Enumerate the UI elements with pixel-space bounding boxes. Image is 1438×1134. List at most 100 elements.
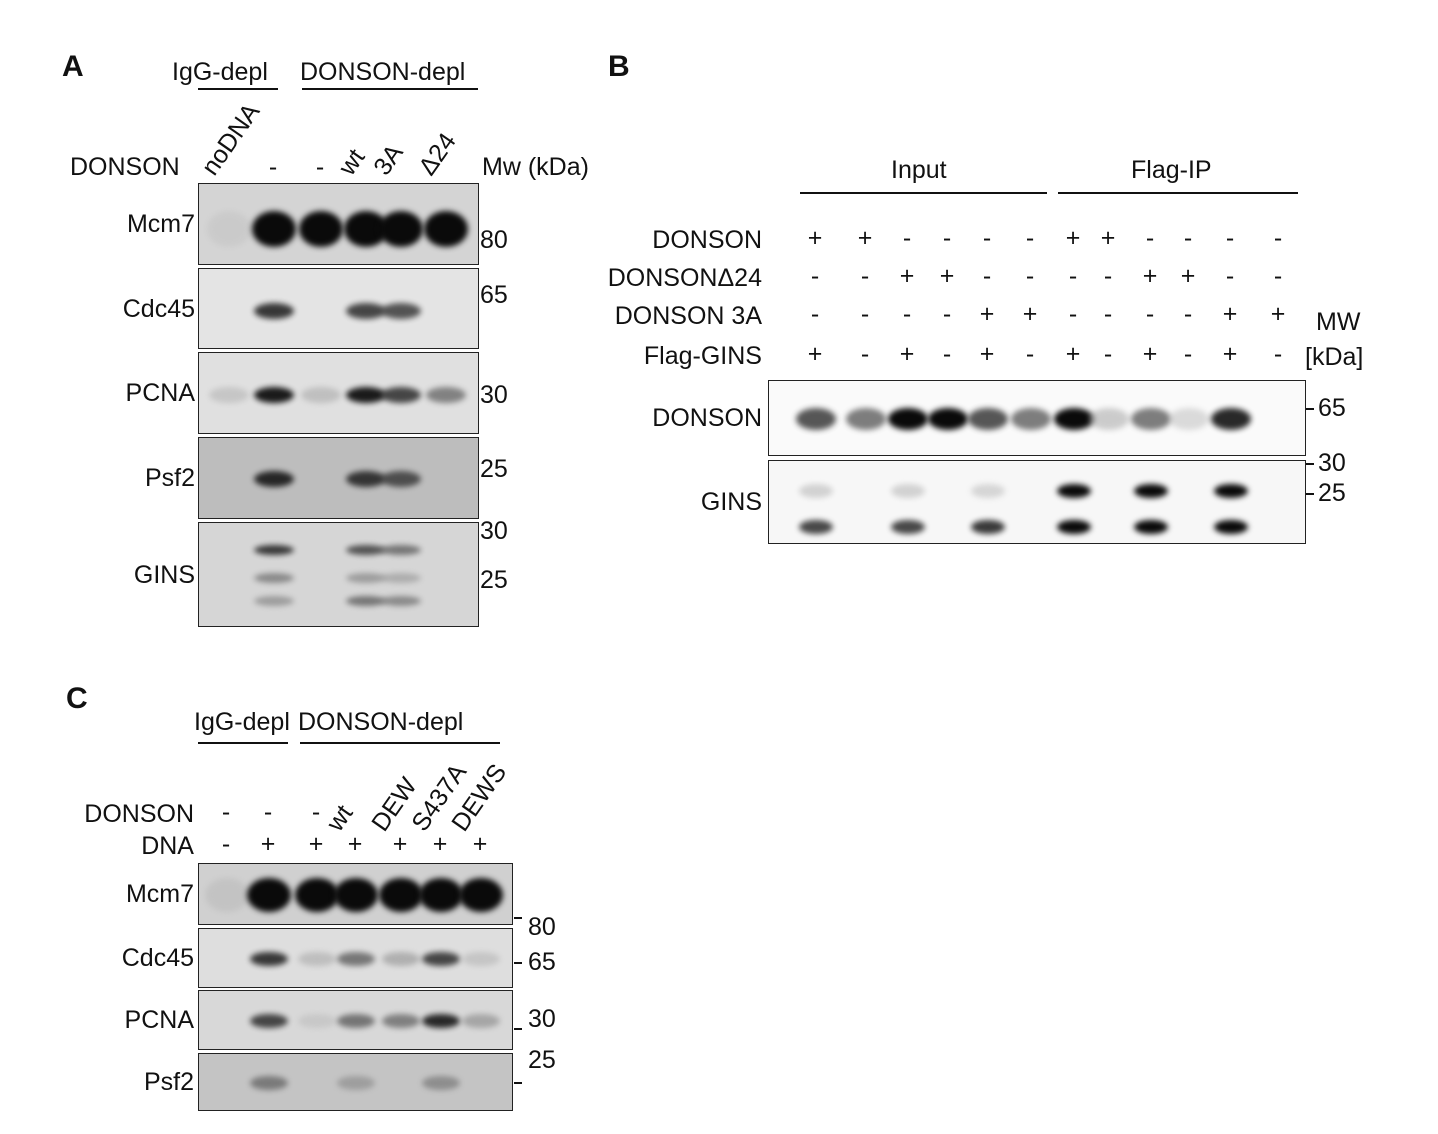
protein-band	[381, 545, 421, 555]
protein-band	[422, 1076, 460, 1090]
lane-value: -	[942, 224, 952, 252]
protein-band	[1134, 520, 1168, 534]
blot-gins	[198, 522, 479, 627]
lane-value: -	[1068, 300, 1078, 328]
protein-band	[1214, 520, 1248, 534]
protein-band	[346, 471, 386, 487]
protein-band	[799, 484, 833, 498]
group-label: DONSON-depl	[298, 708, 464, 736]
lane-value: +	[392, 830, 408, 858]
lane-value: -	[1183, 340, 1193, 368]
blot-label: DONSON	[652, 404, 762, 432]
protein-band	[796, 408, 836, 430]
lane-value: +	[979, 300, 995, 328]
lane-value: -	[902, 300, 912, 328]
lane-value: -	[263, 798, 273, 826]
lane-value: +	[1100, 224, 1116, 252]
panel-c-label: C	[66, 682, 88, 715]
protein-band	[462, 1014, 500, 1028]
protein-band	[334, 878, 378, 912]
lane-value: -	[1025, 262, 1035, 290]
lane-value: +	[807, 340, 823, 368]
protein-band	[299, 211, 343, 247]
protein-band	[250, 1076, 288, 1090]
lane-value: -	[1025, 340, 1035, 368]
mw-marker: 25	[1318, 479, 1346, 507]
protein-band	[252, 211, 296, 247]
group-label: Flag-IP	[1131, 156, 1212, 184]
lane-value: -	[1103, 300, 1113, 328]
protein-band	[419, 878, 463, 912]
lane-label: wt	[333, 143, 371, 181]
lane-label: -	[268, 153, 278, 181]
protein-band	[1057, 520, 1091, 534]
lane-value: +	[857, 224, 873, 252]
mw-marker: 65	[480, 281, 508, 309]
lane-label: 3A	[368, 139, 409, 181]
lane-value: +	[1142, 262, 1158, 290]
protein-band	[254, 596, 294, 606]
protein-band	[381, 471, 421, 487]
lane-value: -	[1225, 224, 1235, 252]
protein-band	[254, 471, 294, 487]
lane-value: +	[1222, 340, 1238, 368]
lane-value: +	[1180, 262, 1196, 290]
lane-value: +	[1022, 300, 1038, 328]
lane-value: -	[1183, 300, 1193, 328]
protein-band	[379, 878, 423, 912]
protein-band	[1131, 408, 1171, 430]
protein-band	[891, 484, 925, 498]
blot-label: GINS	[133, 560, 195, 589]
blot-gins	[768, 460, 1306, 544]
blot-label: PCNA	[124, 1006, 194, 1034]
blot-cdc45	[198, 928, 513, 988]
protein-band	[254, 303, 294, 319]
lane-value: -	[1103, 340, 1113, 368]
lane-value: +	[432, 830, 448, 858]
row-label: DONSON 3A	[614, 302, 762, 330]
mw-tick	[1306, 493, 1314, 495]
protein-band	[1211, 408, 1251, 430]
lane-value: +	[347, 830, 363, 858]
lane-value: -	[1145, 224, 1155, 252]
lane-value: -	[810, 262, 820, 290]
protein-band	[250, 952, 288, 966]
blot-label: Psf2	[143, 1068, 194, 1096]
protein-band	[381, 387, 421, 403]
protein-band	[346, 545, 386, 555]
row-label: DNA	[141, 832, 194, 860]
protein-band	[381, 303, 421, 319]
protein-band	[971, 484, 1005, 498]
protein-band	[382, 1014, 420, 1028]
protein-band	[891, 520, 925, 534]
mw-tick	[514, 1028, 522, 1030]
blot-label: Cdc45	[121, 944, 194, 972]
protein-band	[298, 1014, 336, 1028]
protein-band	[424, 211, 468, 247]
protein-band	[337, 952, 375, 966]
protein-band	[1011, 408, 1051, 430]
lane-value: -	[221, 798, 231, 826]
protein-band	[459, 878, 503, 912]
blot-label: Cdc45	[122, 294, 195, 323]
blot-pcna	[198, 352, 479, 434]
mw-unit: [kDa]	[1305, 343, 1364, 371]
lane-value: -	[1103, 262, 1113, 290]
lane-value: -	[1273, 262, 1283, 290]
protein-band	[426, 387, 466, 403]
lane-value: -	[942, 300, 952, 328]
lane-label: Δ24	[413, 127, 462, 181]
protein-band	[382, 952, 420, 966]
mw-tick	[514, 1082, 522, 1084]
protein-band	[337, 1076, 375, 1090]
blot-label: Mcm7	[125, 880, 194, 908]
row-label: DONSON	[70, 153, 180, 181]
protein-band	[346, 387, 386, 403]
protein-band	[928, 408, 968, 430]
group-label: IgG-depl	[194, 708, 290, 736]
mw-marker: 30	[1318, 449, 1346, 477]
blot-donson	[768, 380, 1306, 456]
protein-band	[968, 408, 1008, 430]
mw-tick	[1306, 463, 1314, 465]
lane-value: -	[1225, 262, 1235, 290]
